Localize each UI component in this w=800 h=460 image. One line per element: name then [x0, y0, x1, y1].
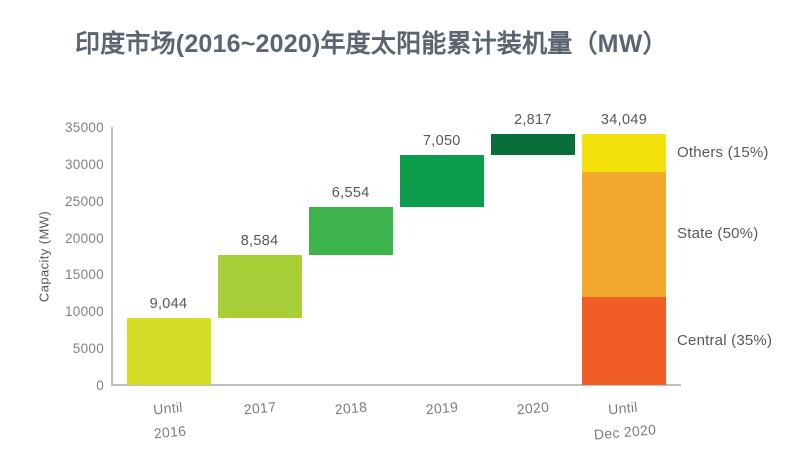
legend-label-central: Central (35%) — [677, 332, 773, 350]
y-axis-title: Capacity (MW) — [36, 210, 52, 303]
y-tick-label: 0 — [96, 378, 104, 393]
waterfall-bar-until-2016 — [126, 318, 211, 385]
total-bar-segment-state — [582, 171, 666, 298]
waterfall-bar-2017 — [217, 255, 302, 319]
bar-value-label: 2,817 — [513, 112, 552, 128]
total-bar-segment-central — [582, 297, 666, 385]
waterfall-bar-2018 — [308, 206, 393, 256]
x-tick-label: Until Dec 2020 — [562, 391, 686, 449]
bar-value-label: 8,584 — [240, 233, 279, 250]
y-tick-label: 20000 — [64, 230, 104, 246]
y-tick-label: 25000 — [64, 193, 104, 209]
bar-value-label: 7,050 — [422, 132, 461, 149]
legend-label-others: Others (15%) — [677, 143, 769, 161]
y-tick-label: 35000 — [64, 120, 104, 135]
y-tick-label: 15000 — [64, 267, 104, 283]
x-axis-line — [111, 384, 681, 386]
bar-value-label: 9,044 — [149, 296, 188, 313]
y-axis-line — [111, 127, 113, 386]
y-tick-label: 5000 — [72, 341, 104, 357]
total-bar-segment-others — [582, 134, 666, 172]
y-tick-label: 30000 — [64, 156, 104, 172]
chart-title: 印度市场(2016~2020)年度太阳能累计装机量（MW） — [75, 30, 668, 58]
y-tick-label: 10000 — [64, 304, 104, 320]
waterfall-bar-2020 — [490, 134, 575, 155]
bar-value-label: 6,554 — [331, 184, 370, 201]
waterfall-bar-2019 — [399, 154, 484, 207]
bar-value-label: 34,049 — [600, 112, 648, 128]
legend-label-state: State (50%) — [677, 225, 759, 243]
